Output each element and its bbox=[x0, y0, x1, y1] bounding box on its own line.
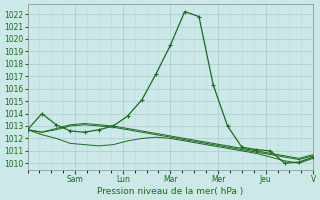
X-axis label: Pression niveau de la mer( hPa ): Pression niveau de la mer( hPa ) bbox=[97, 187, 244, 196]
